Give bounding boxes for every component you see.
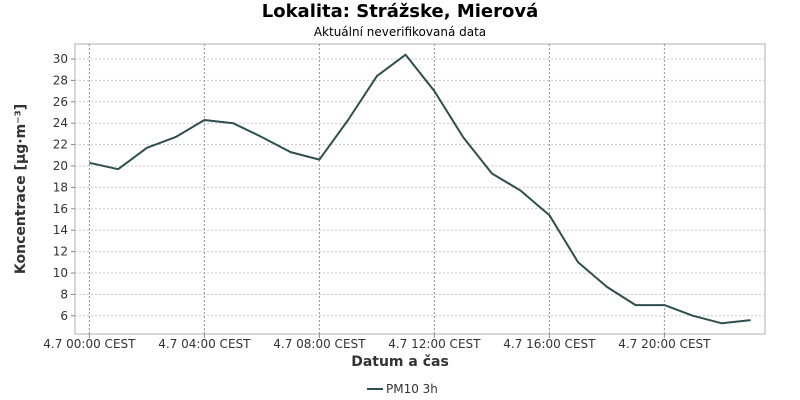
y-tick-label: 10 xyxy=(53,266,68,280)
x-axis-label: Datum a čas xyxy=(351,354,449,370)
y-tick-label: 14 xyxy=(53,223,68,237)
y-tick-label: 22 xyxy=(53,138,68,152)
y-axis-label: Koncentrace [µg·m⁻³] xyxy=(13,104,29,274)
chart-subtitle: Aktuální neverifikovaná data xyxy=(314,25,486,39)
x-tick-label: 4.7 00:00 CEST xyxy=(43,337,136,351)
x-tick-label: 4.7 12:00 CEST xyxy=(388,337,481,351)
x-tick-label: 4.7 20:00 CEST xyxy=(618,337,711,351)
y-tick-label: 24 xyxy=(53,116,68,130)
y-tick-label: 16 xyxy=(53,202,68,216)
y-tick-label: 18 xyxy=(53,180,68,194)
series-layer xyxy=(89,53,751,325)
y-tick-label: 26 xyxy=(53,95,68,109)
y-tick-label: 30 xyxy=(53,52,68,66)
series-line-pm10 xyxy=(89,53,751,325)
plot-area xyxy=(74,43,766,335)
y-tick-label: 20 xyxy=(53,159,68,173)
y-tick-label: 12 xyxy=(53,245,68,259)
legend: PM10 3h xyxy=(367,382,438,396)
x-tick-label: 4.7 16:00 CEST xyxy=(503,337,596,351)
grid-lines xyxy=(75,44,765,334)
legend-label-pm10: PM10 3h xyxy=(386,382,438,396)
y-tick-label: 6 xyxy=(60,309,68,323)
y-tick-label: 8 xyxy=(60,287,68,301)
chart-title: Lokalita: Strážske, Mierová xyxy=(262,1,539,22)
y-tick-label: 28 xyxy=(53,73,68,87)
x-tick-label: 4.7 04:00 CEST xyxy=(158,337,251,351)
x-tick-label: 4.7 08:00 CEST xyxy=(273,337,366,351)
x-axis-ticks: 4.7 00:00 CEST 4.7 04:00 CEST 4.7 08:00 CE… xyxy=(43,334,711,351)
y-axis-ticks: 6 8 10 12 14 16 18 20 22 24 26 28 30 xyxy=(53,52,75,323)
